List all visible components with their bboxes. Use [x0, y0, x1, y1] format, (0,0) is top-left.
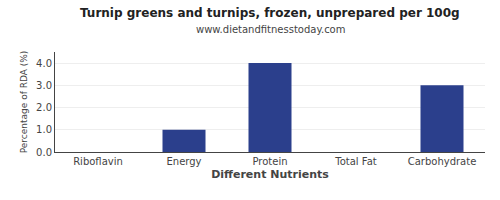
svg-text:Different Nutrients: Different Nutrients [211, 168, 329, 181]
svg-text:2.0: 2.0 [36, 102, 52, 113]
svg-text:Turnip greens and turnips, fro: Turnip greens and turnips, frozen, unpre… [80, 6, 460, 20]
svg-text:Riboflavin: Riboflavin [73, 156, 123, 167]
svg-text:3.0: 3.0 [36, 80, 52, 91]
svg-text:Energy: Energy [166, 156, 201, 167]
svg-text:Percentage of RDA (%): Percentage of RDA (%) [19, 51, 29, 154]
svg-text:Total Fat: Total Fat [334, 156, 376, 167]
svg-text:1.0: 1.0 [36, 124, 52, 135]
svg-text:4.0: 4.0 [36, 58, 52, 69]
svg-text:0.0: 0.0 [36, 147, 52, 158]
svg-text:Carbohydrate: Carbohydrate [408, 156, 477, 167]
svg-text:Protein: Protein [252, 156, 287, 167]
svg-text:www.dietandfitnesstoday.com: www.dietandfitnesstoday.com [196, 24, 345, 35]
